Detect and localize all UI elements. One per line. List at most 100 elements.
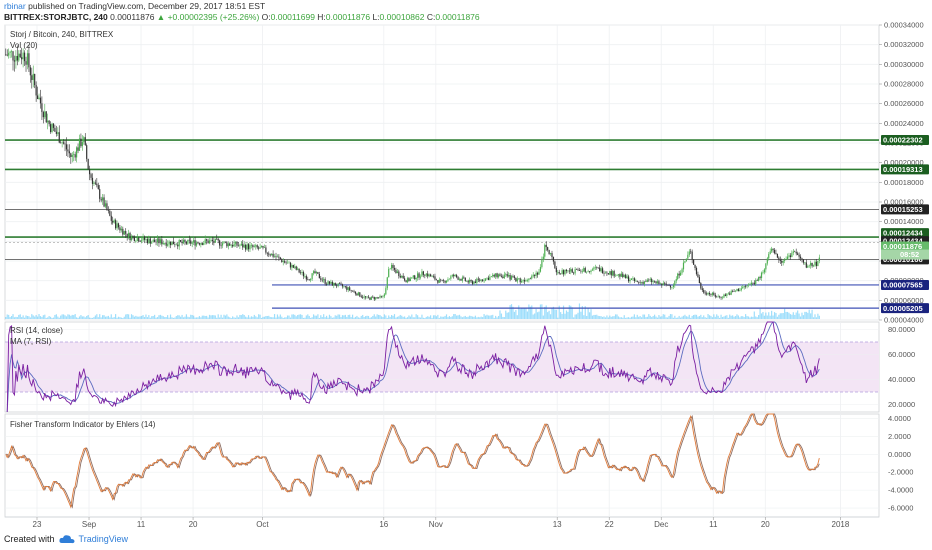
volume-bar <box>327 317 329 319</box>
volume-bar <box>487 315 490 319</box>
chart-canvas[interactable]: 0.00034000 0.00032000 0.00030000 0.00028000… <box>0 0 932 532</box>
volume-bar <box>512 306 514 319</box>
candle-body <box>321 279 323 281</box>
volume-bar <box>771 310 773 319</box>
volume-bar <box>721 316 724 319</box>
candle-body <box>10 51 13 52</box>
candle-body <box>612 271 614 276</box>
candle-body <box>688 251 690 255</box>
volume-bar <box>376 314 378 319</box>
candle-body <box>404 278 406 281</box>
volume-bar <box>656 317 659 319</box>
candle-body <box>68 151 70 154</box>
candle-body <box>518 278 520 279</box>
candle-body <box>350 290 352 291</box>
candle-body <box>399 276 401 278</box>
volume-bar <box>201 315 203 319</box>
x-tick-label: 16 <box>379 520 388 529</box>
volume-bar <box>746 316 748 319</box>
volume-bar <box>489 315 491 319</box>
volume-bar <box>208 314 211 319</box>
candle-body <box>260 245 263 248</box>
candle-body <box>295 266 297 270</box>
volume-bar <box>756 317 758 319</box>
volume-bar <box>234 317 237 319</box>
candle-body <box>775 253 777 254</box>
candle-body <box>84 137 86 146</box>
candle-body <box>515 277 517 282</box>
volume-bar <box>221 317 224 319</box>
volume-bar <box>802 315 805 319</box>
tradingview-brand[interactable]: TradingView <box>78 534 129 544</box>
candle-body <box>109 210 111 216</box>
candle-body <box>422 271 424 275</box>
volume-bar <box>606 315 608 319</box>
volume-bar <box>159 314 162 319</box>
volume-bar <box>700 314 702 319</box>
candle-body <box>704 292 706 294</box>
candle-body <box>359 292 361 297</box>
volume-bar <box>311 317 313 319</box>
volume-bar <box>560 312 562 319</box>
volume-bar <box>402 316 404 319</box>
price-y-tick: 0.00026000 <box>884 99 924 108</box>
candle-body <box>651 279 653 283</box>
price-y-tick: 0.00032000 <box>884 40 924 49</box>
candle-body <box>753 282 755 285</box>
volume-bar <box>389 316 391 319</box>
volume-bar <box>678 315 680 319</box>
candle-body <box>393 268 396 270</box>
candle-body <box>620 273 622 277</box>
volume-bar <box>535 308 537 319</box>
volume-bar <box>609 315 611 319</box>
rsi-band <box>5 322 879 412</box>
volume-bar <box>353 317 355 319</box>
horizontal-levels[interactable] <box>5 139 879 309</box>
volume-bar <box>57 316 59 319</box>
volume-bar <box>282 317 284 319</box>
candle-body <box>463 277 465 279</box>
candle-body <box>487 277 490 280</box>
candle-body <box>698 277 700 284</box>
volume-bar <box>162 316 164 319</box>
price-level-tag-text: 0.00015253 <box>883 205 923 214</box>
candle-body <box>161 239 163 245</box>
volume-bar <box>188 317 190 319</box>
volume-bar <box>674 315 676 319</box>
footer: Created with TradingView <box>4 534 128 544</box>
candle-body <box>493 274 495 277</box>
volume-bar <box>271 317 273 319</box>
candle-body <box>789 255 792 258</box>
candle-body <box>499 274 501 276</box>
volume-bar <box>626 317 628 319</box>
candle-body <box>64 143 66 145</box>
candle-body <box>636 280 638 282</box>
volume-bar <box>122 317 124 319</box>
candle-body <box>180 240 182 242</box>
candle-body <box>132 235 134 237</box>
candle-body <box>588 271 591 272</box>
candle-body <box>255 245 257 247</box>
volume-bar <box>773 312 776 319</box>
volume-bar <box>523 307 526 319</box>
volume-bar <box>815 317 818 319</box>
volume-bar <box>86 315 88 319</box>
candle-body <box>392 264 394 269</box>
candle-body <box>467 280 469 283</box>
candle-body <box>337 283 339 287</box>
candle-body <box>659 283 661 285</box>
candle-body <box>622 273 624 278</box>
volume-bar <box>630 316 633 319</box>
volume-bar <box>145 314 147 319</box>
candle-body <box>333 282 335 286</box>
candle-body <box>547 247 549 251</box>
candle-body <box>528 278 530 281</box>
candle-body <box>61 142 63 144</box>
author-link[interactable]: rbinar <box>4 1 26 11</box>
candle-body <box>633 278 635 281</box>
candle-body <box>444 280 446 283</box>
volume-bar <box>580 311 582 319</box>
candle-body <box>431 276 433 277</box>
volume-bar <box>765 312 767 319</box>
candle-body <box>534 274 536 276</box>
